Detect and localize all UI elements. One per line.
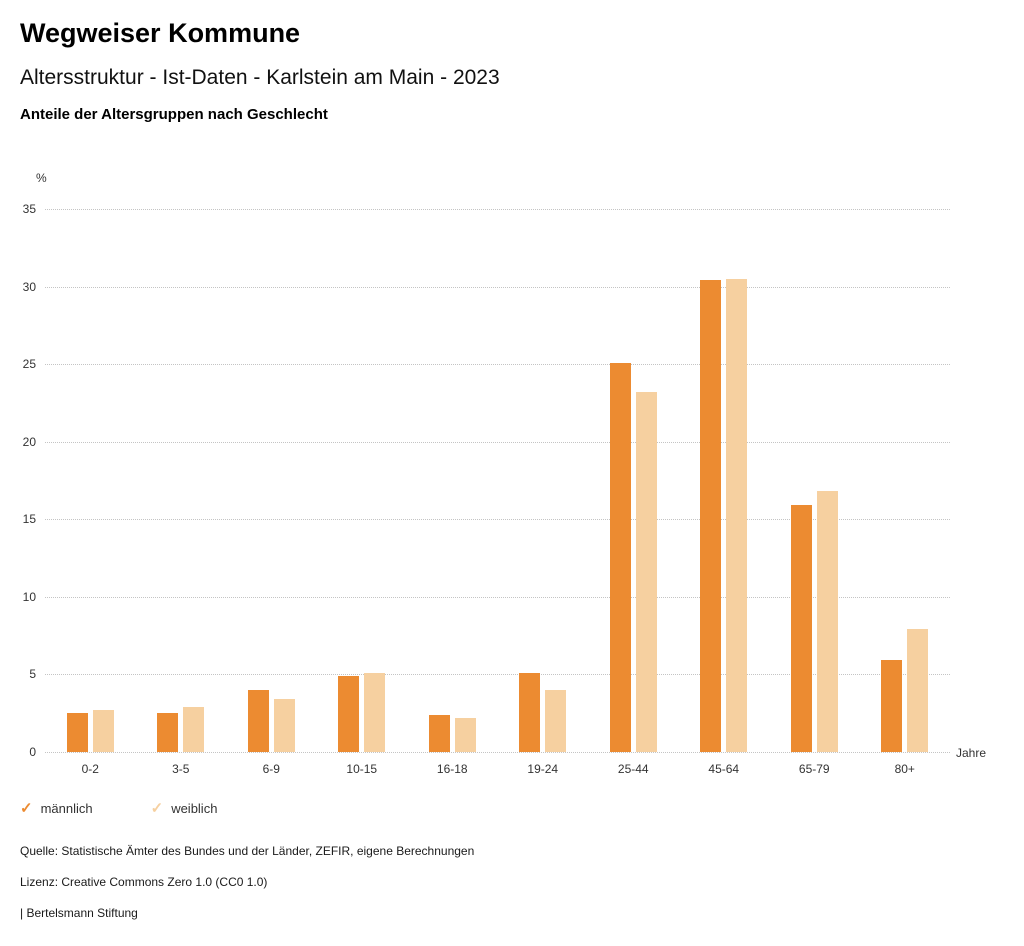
bar-maennlich-3-5[interactable]: [157, 713, 179, 752]
x-tick-label-6-9: 6-9: [262, 762, 280, 776]
source-note: Quelle: Statistische Ämter des Bundes un…: [20, 844, 475, 858]
checkmark-icon: ✓: [150, 800, 164, 817]
legend-label: männlich: [40, 801, 93, 816]
legend-item-maennlich[interactable]: ✓ männlich: [20, 801, 93, 816]
gridline-5: [45, 674, 950, 676]
x-tick-label-45-64: 45-64: [708, 762, 740, 776]
bar-weiblich-25-44[interactable]: [635, 392, 657, 752]
y-tick-label-25: 25: [22, 357, 36, 372]
gridline-20: [45, 441, 950, 443]
bar-weiblich-3-5[interactable]: [183, 707, 205, 752]
gridline-15: [45, 519, 950, 521]
bar-weiblich-0-2[interactable]: [92, 710, 114, 752]
bar-maennlich-19-24[interactable]: [519, 672, 541, 752]
y-tick-label-35: 35: [22, 202, 36, 216]
attribution: | Bertelsmann Stiftung: [20, 906, 138, 920]
x-tick-label-80+: 80+: [894, 762, 915, 776]
checkmark-icon: ✓: [20, 800, 33, 817]
bar-maennlich-0-2[interactable]: [66, 713, 88, 752]
y-tick-label-15: 15: [22, 512, 36, 527]
x-tick-label-0-2: 0-2: [81, 762, 99, 776]
bar-maennlich-65-79[interactable]: [790, 505, 812, 752]
gridline-10: [45, 596, 950, 598]
y-tick-label-20: 20: [22, 434, 36, 449]
gridline-35: [45, 209, 950, 210]
bar-weiblich-65-79[interactable]: [816, 491, 838, 752]
bar-maennlich-80+[interactable]: [881, 660, 903, 752]
plot-area: 0 5 10 15 20 25 30 35 0-2 3-5 6-9 10-15 16-18 19-24 25…: [23, 202, 950, 776]
x-tick-label-65-79: 65-79: [798, 762, 830, 776]
y-tick-label-30: 30: [22, 279, 36, 294]
legend-item-weiblich[interactable]: ✓ weiblich: [151, 801, 218, 816]
bar-weiblich-6-9[interactable]: [273, 699, 295, 752]
app-title: Wegweiser Kommune: [20, 18, 301, 48]
y-tick-label-5: 5: [29, 667, 36, 682]
bar-maennlich-45-64[interactable]: [700, 280, 722, 752]
x-tick-label-25-44: 25-44: [617, 762, 649, 776]
bar-maennlich-10-15[interactable]: [338, 675, 360, 752]
y-axis-unit-label: %: [36, 171, 47, 185]
legend: ✓ männlich ✓ weiblich: [20, 801, 217, 816]
bar-weiblich-45-64[interactable]: [726, 278, 748, 752]
bar-weiblich-80+[interactable]: [907, 629, 929, 752]
y-tick-label-10: 10: [22, 589, 36, 604]
x-tick-label-10-15: 10-15: [346, 762, 378, 776]
bar-maennlich-6-9[interactable]: [247, 689, 269, 752]
bar-weiblich-16-18[interactable]: [454, 717, 476, 752]
x-tick-label-16-18: 16-18: [436, 762, 468, 776]
x-tick-label-3-5: 3-5: [172, 762, 190, 776]
x-axis-unit-label: Jahre: [956, 746, 987, 760]
legend-label: weiblich: [171, 801, 218, 816]
bar-maennlich-16-18[interactable]: [428, 714, 450, 752]
chart-title: Altersstruktur - Ist-Daten - Karlstein a…: [20, 66, 500, 89]
y-tick-label-0: 0: [29, 745, 36, 759]
gridline-30: [45, 286, 950, 288]
bar-maennlich-25-44[interactable]: [609, 362, 631, 752]
x-tick-label-19-24: 19-24: [527, 762, 559, 776]
chart-subtitle: Anteile der Altersgruppen nach Geschlech…: [20, 106, 328, 123]
gridline-0: [45, 752, 950, 753]
bar-weiblich-10-15[interactable]: [364, 672, 386, 752]
gridline-25: [45, 364, 950, 366]
license-note: Lizenz: Creative Commons Zero 1.0 (CC0 1…: [20, 875, 268, 889]
bar-weiblich-19-24[interactable]: [545, 689, 567, 752]
